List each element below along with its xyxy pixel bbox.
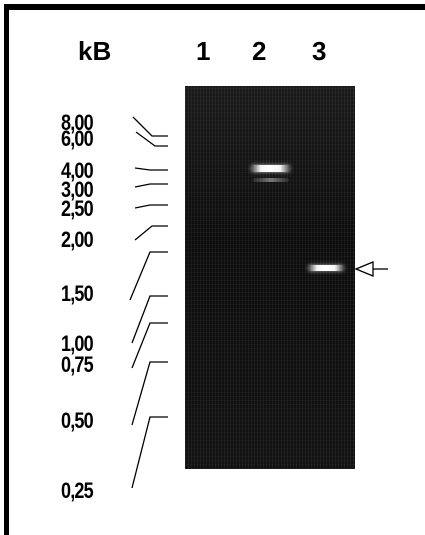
lane-label-1: 1 [196, 36, 211, 66]
leader-line-4-00 [134, 167, 168, 171]
leader-line-1-00 [131, 295, 168, 344]
band-lane-2-lower [253, 178, 289, 182]
leader-line-3-00 [134, 183, 168, 188]
marker-label-8-00: 8,00 [61, 110, 94, 135]
frame-left-border [4, 4, 9, 535]
marker-label-2-00: 2,00 [61, 227, 94, 252]
leader-line-2-00 [134, 225, 168, 241]
unit-label: kB [78, 36, 112, 66]
marker-label-0-50: 0,50 [61, 408, 94, 433]
frame-top-border [4, 4, 425, 10]
leader-line-0-75 [131, 322, 168, 369]
marker-label-1-50: 1,50 [61, 281, 94, 306]
marker-label-2-50: 2,50 [61, 196, 94, 221]
marker-label-0-25: 0,25 [61, 478, 94, 503]
lane-label-3: 3 [312, 36, 327, 66]
gel-image [185, 86, 355, 469]
leader-line-0-25 [131, 416, 168, 489]
leader-line-2-50 [134, 204, 168, 209]
marker-label-4-00: 4,00 [61, 158, 94, 183]
marker-label-0-75: 0,75 [61, 352, 94, 377]
leader-line-1-50 [129, 251, 168, 301]
leader-line-8-00 [132, 116, 168, 137]
band-lane-2-upper [251, 165, 290, 172]
lane-label-2: 2 [252, 36, 267, 66]
leader-line-6-00 [135, 131, 168, 147]
arrow-left-icon [354, 261, 388, 277]
marker-label-1-00: 1,00 [61, 331, 94, 356]
band-lane-3 [308, 265, 344, 271]
marker-label-6-00: 6,00 [61, 126, 94, 151]
leader-line-0-50 [131, 361, 168, 426]
marker-label-3-00: 3,00 [61, 177, 94, 202]
